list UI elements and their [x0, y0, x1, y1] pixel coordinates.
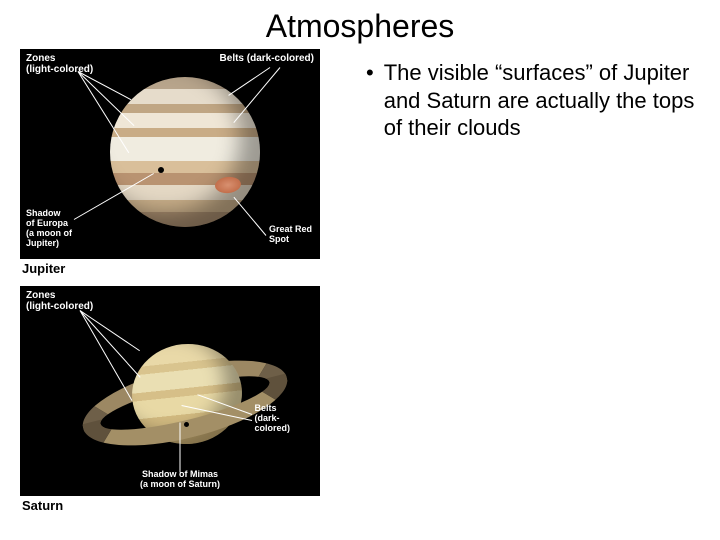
label-text: Zones	[26, 53, 55, 64]
saturn-panel: Zones (light-colored) Belts (dark- color…	[20, 286, 320, 496]
label-text: Belts	[220, 53, 244, 64]
label-text: Great Red	[269, 224, 312, 234]
label-text: (dark-	[254, 413, 279, 423]
jupiter-name: Jupiter	[22, 261, 340, 276]
bullet-item: • The visible “surfaces” of Jupiter and …	[360, 59, 700, 142]
saturn-figure: Zones (light-colored) Belts (dark- color…	[20, 286, 340, 513]
grs-label: Great Red Spot	[269, 225, 312, 245]
jupiter-disc	[110, 77, 260, 227]
content-row: Zones (light-colored) Belts (dark-colore…	[0, 49, 720, 513]
label-text: (dark-colored)	[247, 53, 314, 64]
figures-column: Zones (light-colored) Belts (dark-colore…	[20, 49, 340, 513]
saturn-zones-label: Zones (light-colored)	[26, 290, 93, 312]
mimas-shadow-label: Shadow of Mimas (a moon of Saturn)	[110, 470, 250, 490]
pointer-line	[233, 197, 266, 236]
label-text: of Europa	[26, 218, 68, 228]
label-text: colored)	[254, 423, 290, 433]
label-text: Belts	[254, 403, 276, 413]
label-text: Jupiter)	[26, 238, 59, 248]
bullet-text: The visible “surfaces” of Jupiter and Sa…	[384, 59, 700, 142]
pointer-line	[228, 67, 270, 96]
jupiter-zones-label: Zones (light-colored)	[26, 53, 93, 75]
europa-shadow-label: Shadow of Europa (a moon of Jupiter)	[26, 209, 72, 249]
label-text: (a moon of	[26, 228, 72, 238]
jupiter-belts-label: Belts (dark-colored)	[220, 53, 314, 64]
label-text: Spot	[269, 234, 289, 244]
mimas-shadow-dot	[184, 422, 189, 427]
label-text: Shadow	[26, 208, 61, 218]
page-title: Atmospheres	[0, 0, 720, 49]
label-text: Zones	[26, 290, 55, 301]
label-text: (light-colored)	[26, 301, 93, 312]
pointer-line	[180, 423, 181, 473]
jupiter-panel: Zones (light-colored) Belts (dark-colore…	[20, 49, 320, 259]
text-column: • The visible “surfaces” of Jupiter and …	[340, 49, 700, 513]
europa-shadow-dot	[158, 167, 164, 173]
label-text: (a moon of Saturn)	[140, 479, 220, 489]
bullet-dot-icon: •	[366, 59, 374, 87]
saturn-belts-label: Belts (dark- colored)	[254, 404, 290, 434]
saturn-name: Saturn	[22, 498, 340, 513]
saturn-graphic	[80, 316, 290, 466]
jupiter-figure: Zones (light-colored) Belts (dark-colore…	[20, 49, 340, 276]
